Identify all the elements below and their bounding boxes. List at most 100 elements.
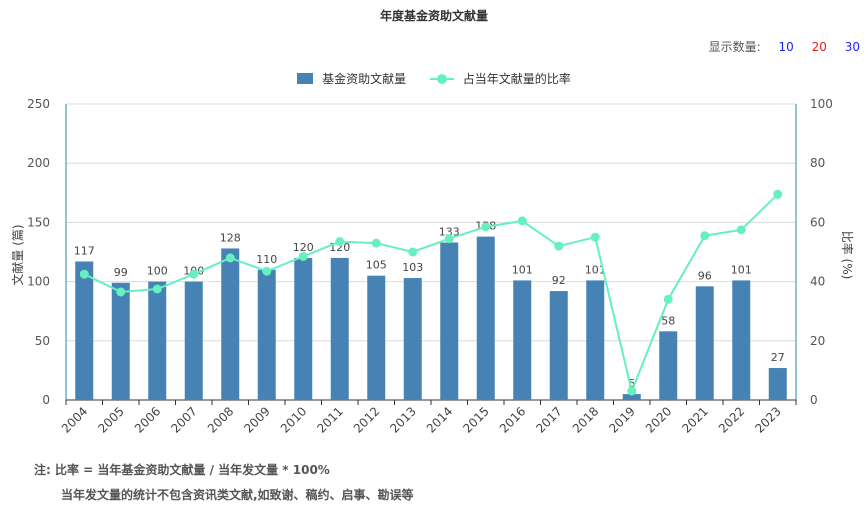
ratio-point-2012 bbox=[371, 238, 381, 248]
x-tick-label: 2014 bbox=[424, 404, 455, 435]
bar-2008 bbox=[221, 248, 240, 400]
x-tick-label: 2005 bbox=[95, 404, 126, 435]
ratio-point-2023 bbox=[773, 189, 783, 199]
footnote-formula: 注: 比率 = 当年基金资助文献量 / 当年发文量 * 100% bbox=[34, 463, 330, 477]
y-tick-label-left: 0 bbox=[42, 393, 50, 407]
chart-legend: 基金资助文献量 占当年文献量的比率 bbox=[0, 70, 868, 87]
chart-title: 年度基金资助文献量 bbox=[379, 9, 488, 23]
bar-value-label: 100 bbox=[147, 265, 168, 278]
ratio-point-2018 bbox=[590, 232, 600, 242]
bar-2020 bbox=[659, 331, 678, 400]
legend-item-line[interactable]: 占当年文献量的比率 bbox=[429, 70, 571, 87]
bar-2004 bbox=[75, 261, 94, 400]
x-tick-label: 2023 bbox=[752, 404, 783, 435]
y-tick-label-left: 250 bbox=[27, 97, 50, 111]
bar-value-label: 58 bbox=[661, 314, 675, 327]
ratio-point-2017 bbox=[554, 241, 564, 251]
bar-value-label: 105 bbox=[366, 259, 387, 272]
bar-2016 bbox=[513, 280, 532, 400]
y-axis-title-right: 比率 (%) bbox=[840, 231, 855, 280]
x-tick-label: 2007 bbox=[168, 404, 199, 435]
display-option-10[interactable]: 10 bbox=[778, 40, 794, 54]
ratio-point-2015 bbox=[481, 222, 491, 232]
x-tick-label: 2016 bbox=[497, 404, 528, 435]
x-tick-label: 2018 bbox=[570, 404, 601, 435]
bar-value-label: 103 bbox=[402, 261, 423, 274]
y-tick-label-right: 60 bbox=[810, 215, 825, 229]
bar-value-label: 120 bbox=[293, 241, 314, 254]
legend-item-bar[interactable]: 基金资助文献量 bbox=[297, 70, 406, 87]
bar-2022 bbox=[732, 280, 751, 400]
ratio-line bbox=[83, 193, 779, 395]
ratio-point-2008 bbox=[225, 253, 235, 263]
bar-2019 bbox=[622, 394, 641, 400]
display-count-label: 显示数量: bbox=[708, 40, 761, 54]
y-tick-label-right: 100 bbox=[810, 97, 833, 111]
y-tick-label-left: 100 bbox=[27, 275, 50, 289]
bar-value-label: 27 bbox=[771, 351, 785, 364]
display-option-30[interactable]: 30 bbox=[844, 40, 860, 54]
bar-value-label: 117 bbox=[74, 244, 95, 257]
bar-2011 bbox=[330, 257, 349, 400]
x-tick-label: 2019 bbox=[606, 404, 637, 435]
y-tick-label-right: 40 bbox=[810, 275, 825, 289]
x-tick-label: 2022 bbox=[716, 404, 747, 435]
x-tick-label: 2017 bbox=[533, 404, 564, 435]
x-tick-label: 2009 bbox=[241, 404, 272, 435]
ratio-point-2010 bbox=[298, 251, 308, 261]
x-tick-label: 2015 bbox=[460, 404, 491, 435]
bar-2023 bbox=[768, 368, 787, 400]
ratio-point-2005 bbox=[116, 287, 126, 297]
x-tick-label: 2020 bbox=[643, 404, 674, 435]
x-tick-label: 2008 bbox=[205, 404, 236, 435]
ratio-point-2009 bbox=[262, 266, 272, 276]
y-tick-label-right: 20 bbox=[810, 334, 825, 348]
bar-value-label: 96 bbox=[698, 269, 712, 282]
ratio-point-2013 bbox=[408, 247, 418, 257]
ratio-point-2020 bbox=[663, 294, 673, 304]
ratio-point-2019 bbox=[627, 386, 637, 396]
bar-2015 bbox=[476, 236, 495, 400]
y-tick-label-left: 50 bbox=[35, 334, 50, 348]
x-tick-label: 2021 bbox=[679, 404, 710, 435]
bar-2021 bbox=[695, 286, 714, 400]
bar-2005 bbox=[111, 282, 130, 400]
x-tick-label: 2004 bbox=[59, 404, 90, 435]
bar-2017 bbox=[549, 291, 568, 400]
bar-value-label: 101 bbox=[512, 263, 533, 276]
bar-2012 bbox=[367, 275, 386, 400]
bar-value-label: 133 bbox=[439, 226, 460, 239]
bar-value-label: 92 bbox=[552, 274, 566, 287]
footnote-exclusion: 当年发文量的统计不包含资讯类文献,如致谢、稿约、启事、勘误等 bbox=[61, 488, 414, 502]
bar-2013 bbox=[403, 278, 422, 400]
bar-2007 bbox=[184, 281, 203, 400]
bar-value-label: 110 bbox=[256, 253, 277, 266]
bar-2014 bbox=[440, 242, 459, 400]
y-tick-label-left: 200 bbox=[27, 156, 50, 170]
ratio-point-2011 bbox=[335, 237, 345, 247]
y-tick-label-right: 0 bbox=[810, 393, 818, 407]
x-tick-label: 2012 bbox=[351, 404, 382, 435]
bar-value-label: 101 bbox=[585, 263, 606, 276]
ratio-point-2021 bbox=[700, 231, 710, 241]
bar-value-label: 5 bbox=[628, 377, 635, 390]
bar-2009 bbox=[257, 269, 276, 400]
y-tick-label-left: 150 bbox=[27, 215, 50, 229]
ratio-point-2014 bbox=[444, 234, 454, 244]
ratio-point-2006 bbox=[152, 284, 162, 294]
x-tick-label: 2006 bbox=[132, 404, 163, 435]
display-count-selector: 显示数量: 10 20 30 bbox=[709, 38, 860, 55]
x-tick-label: 2010 bbox=[278, 404, 309, 435]
bar-value-label: 101 bbox=[731, 263, 752, 276]
bar-value-label: 128 bbox=[220, 231, 241, 244]
display-option-20[interactable]: 20 bbox=[811, 40, 827, 54]
legend-label-line: 占当年文献量的比率 bbox=[462, 72, 571, 86]
ratio-point-2022 bbox=[736, 225, 746, 235]
ratio-point-2016 bbox=[517, 216, 527, 226]
legend-swatch-bar bbox=[297, 73, 314, 84]
bar-2010 bbox=[294, 257, 313, 400]
x-tick-label: 2011 bbox=[314, 404, 345, 435]
bar-2006 bbox=[148, 281, 167, 400]
ratio-point-2007 bbox=[189, 269, 199, 279]
